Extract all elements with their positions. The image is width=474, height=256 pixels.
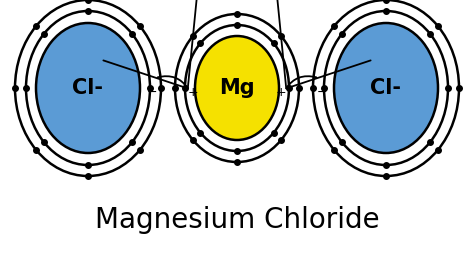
- Text: +: +: [276, 86, 286, 99]
- Text: +: +: [188, 86, 198, 99]
- Ellipse shape: [195, 36, 279, 140]
- Text: Magnesium Chloride: Magnesium Chloride: [95, 206, 379, 234]
- Text: Mg: Mg: [219, 78, 255, 98]
- Text: Cl-: Cl-: [371, 78, 401, 98]
- Text: −: −: [317, 86, 327, 99]
- Ellipse shape: [36, 23, 140, 153]
- Text: −: −: [147, 86, 157, 99]
- Text: Cl-: Cl-: [73, 78, 103, 98]
- Ellipse shape: [334, 23, 438, 153]
